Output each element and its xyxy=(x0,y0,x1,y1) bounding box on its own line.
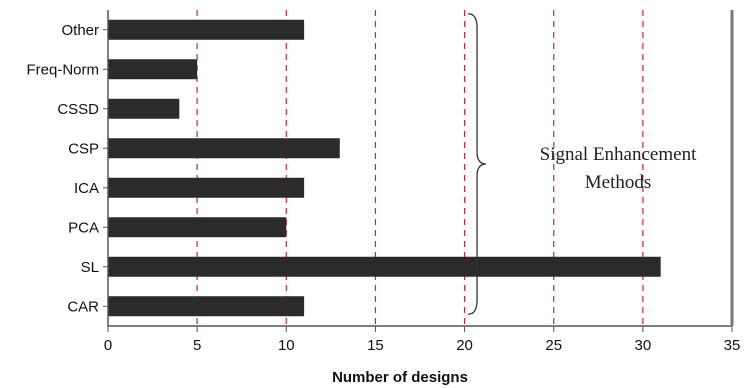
x-tick-label: 10 xyxy=(278,337,295,354)
y-tick-label: CSSD xyxy=(57,101,99,118)
bar-car xyxy=(108,296,305,317)
bar-ica xyxy=(108,177,305,198)
bar-csp xyxy=(108,138,340,159)
bar-sl xyxy=(108,256,661,277)
y-axis-labels: CAR SL PCA ICA CSP CSSD Freq-Norm Other xyxy=(26,22,108,315)
x-tick-label: 30 xyxy=(635,337,652,354)
x-axis-ticks: 0 5 10 15 20 25 30 35 xyxy=(104,326,741,354)
bar-freq-norm xyxy=(108,59,198,80)
grid-lines xyxy=(196,10,644,326)
x-tick-label: 35 xyxy=(724,337,741,354)
y-tick-label: CAR xyxy=(67,298,99,315)
y-tick-label: PCA xyxy=(68,219,99,236)
x-tick-label: 15 xyxy=(367,337,384,354)
bar-other xyxy=(108,19,305,40)
bar-pca xyxy=(108,217,287,238)
y-tick-label: ICA xyxy=(74,180,99,197)
y-tick-label: CSP xyxy=(68,140,99,157)
annotation-line-1: Signal Enhancement xyxy=(540,144,697,165)
x-tick-label: 0 xyxy=(104,337,112,354)
bars xyxy=(108,19,661,317)
x-tick-label: 25 xyxy=(545,337,562,354)
annotation-line-2: Methods xyxy=(585,172,652,193)
x-axis-title: Number of designs xyxy=(332,369,468,386)
axes xyxy=(107,10,734,327)
x-tick-label: 5 xyxy=(193,337,201,354)
y-tick-label: Other xyxy=(61,22,99,39)
brace-path xyxy=(468,13,487,315)
bar-cssd xyxy=(108,98,180,119)
y-tick-label: Freq-Norm xyxy=(26,61,99,78)
x-tick-label: 20 xyxy=(456,337,473,354)
y-tick-label: SL xyxy=(81,259,99,276)
brace-annotation xyxy=(468,13,487,315)
